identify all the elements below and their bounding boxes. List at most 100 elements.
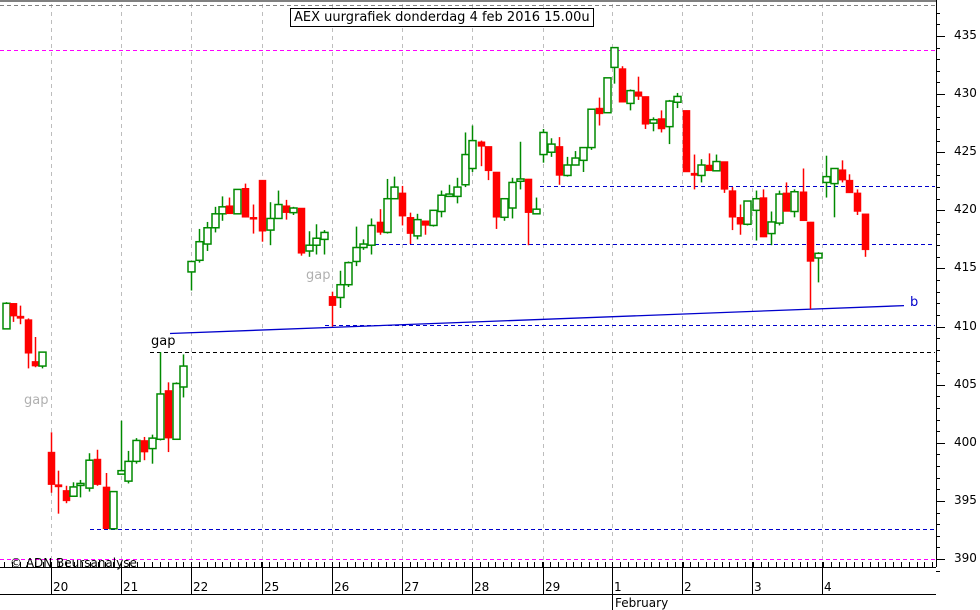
candle-up <box>305 244 314 252</box>
candle-up <box>437 194 446 213</box>
chart-title: AEX uurgrafiek donderdag 4 feb 2016 15.0… <box>290 8 594 27</box>
support-resistance-lines <box>0 5 935 560</box>
x-tick-label: 21 <box>123 580 139 594</box>
candle-up <box>516 178 525 183</box>
candle-down <box>728 190 737 218</box>
candle-down <box>853 192 862 212</box>
x-tick-label: 3 <box>754 580 762 594</box>
candle-down <box>297 207 306 254</box>
candle-down <box>861 213 870 251</box>
candle-up <box>352 246 361 263</box>
copyright-text: © ADN Beursanalyse <box>10 556 137 570</box>
candle-up <box>233 188 242 215</box>
candle-up <box>814 252 823 259</box>
candle-down <box>799 191 808 222</box>
candle-up <box>752 197 761 212</box>
y-tick-label: 390 <box>954 550 977 565</box>
candle-up <box>697 164 706 177</box>
axes <box>0 0 945 610</box>
x-tick-label: 4 <box>824 580 832 594</box>
candle-down <box>595 107 604 115</box>
y-tick-label: 395 <box>954 492 977 507</box>
candle-down <box>16 315 25 319</box>
x-tick-label: 27 <box>404 580 420 594</box>
candle-down <box>9 303 18 317</box>
candle-down <box>782 192 791 212</box>
candle-up <box>563 164 572 177</box>
x-tick-label: 29 <box>545 580 561 594</box>
candle-up <box>336 283 345 299</box>
candle-up <box>532 208 541 215</box>
candle-up <box>603 77 612 114</box>
candle-down <box>657 118 666 130</box>
candle-up <box>712 160 721 172</box>
candle-up <box>626 89 635 105</box>
x-tick-label: 28 <box>474 580 490 594</box>
trendline-label: b <box>910 295 919 310</box>
candle-up <box>767 221 776 235</box>
candle-down <box>328 296 337 306</box>
candle-down <box>47 451 56 485</box>
candle-up <box>500 197 509 219</box>
candle-up <box>187 260 196 273</box>
y-tick-label: 420 <box>954 202 977 217</box>
candle-up <box>124 460 133 482</box>
candle-up <box>390 186 399 200</box>
candle-down <box>555 146 564 176</box>
grid-lines <box>51 4 823 567</box>
candle-down <box>31 361 40 367</box>
candle-up <box>2 302 11 330</box>
candle-up <box>790 190 799 213</box>
candle-down <box>24 319 33 354</box>
candle-down <box>140 440 149 453</box>
candle-down <box>406 217 415 234</box>
candle-up <box>266 217 275 231</box>
candle-up <box>468 139 477 170</box>
candle-up <box>413 218 422 237</box>
candle-up <box>85 459 94 489</box>
trendline <box>169 304 905 335</box>
candle-up <box>117 469 126 475</box>
candle-up <box>320 231 329 241</box>
candle-down <box>845 179 854 194</box>
candles <box>2 46 870 530</box>
y-tick-label: 430 <box>954 86 977 101</box>
candle-up <box>508 181 517 209</box>
candle-up <box>312 237 321 246</box>
candle-down <box>241 187 250 218</box>
candle-up <box>587 108 596 149</box>
candle-up <box>132 439 141 463</box>
candle-up <box>453 186 462 198</box>
candle-down <box>492 171 501 218</box>
candle-down <box>376 221 385 233</box>
candle-up <box>359 243 368 249</box>
candle-up <box>148 437 157 450</box>
x-tick-label: 22 <box>193 580 209 594</box>
candle-up <box>579 146 588 162</box>
candle-down <box>258 179 267 232</box>
candle-up <box>195 240 204 262</box>
y-tick-label: 435 <box>954 28 977 42</box>
candle-up <box>539 131 548 156</box>
candle-up <box>109 490 118 530</box>
candle-up <box>274 203 283 220</box>
candle-up <box>571 157 580 166</box>
candle-down <box>62 490 71 502</box>
candle-up <box>179 365 188 388</box>
candle-down <box>736 217 745 225</box>
candle-down <box>282 205 291 213</box>
candle-down <box>720 161 729 190</box>
y-tick-label: 405 <box>954 376 977 391</box>
candle-up <box>367 224 376 246</box>
y-tick-label: 410 <box>954 318 977 333</box>
candle-down <box>759 197 768 238</box>
candle-up <box>38 351 47 367</box>
candle-up <box>203 227 212 245</box>
x-tick-label: 2 <box>684 580 692 594</box>
candle-up <box>445 193 454 198</box>
gap-label: gap <box>151 334 176 349</box>
y-tick-label: 415 <box>954 260 977 275</box>
candle-up <box>172 382 181 441</box>
candle-up <box>429 209 438 227</box>
